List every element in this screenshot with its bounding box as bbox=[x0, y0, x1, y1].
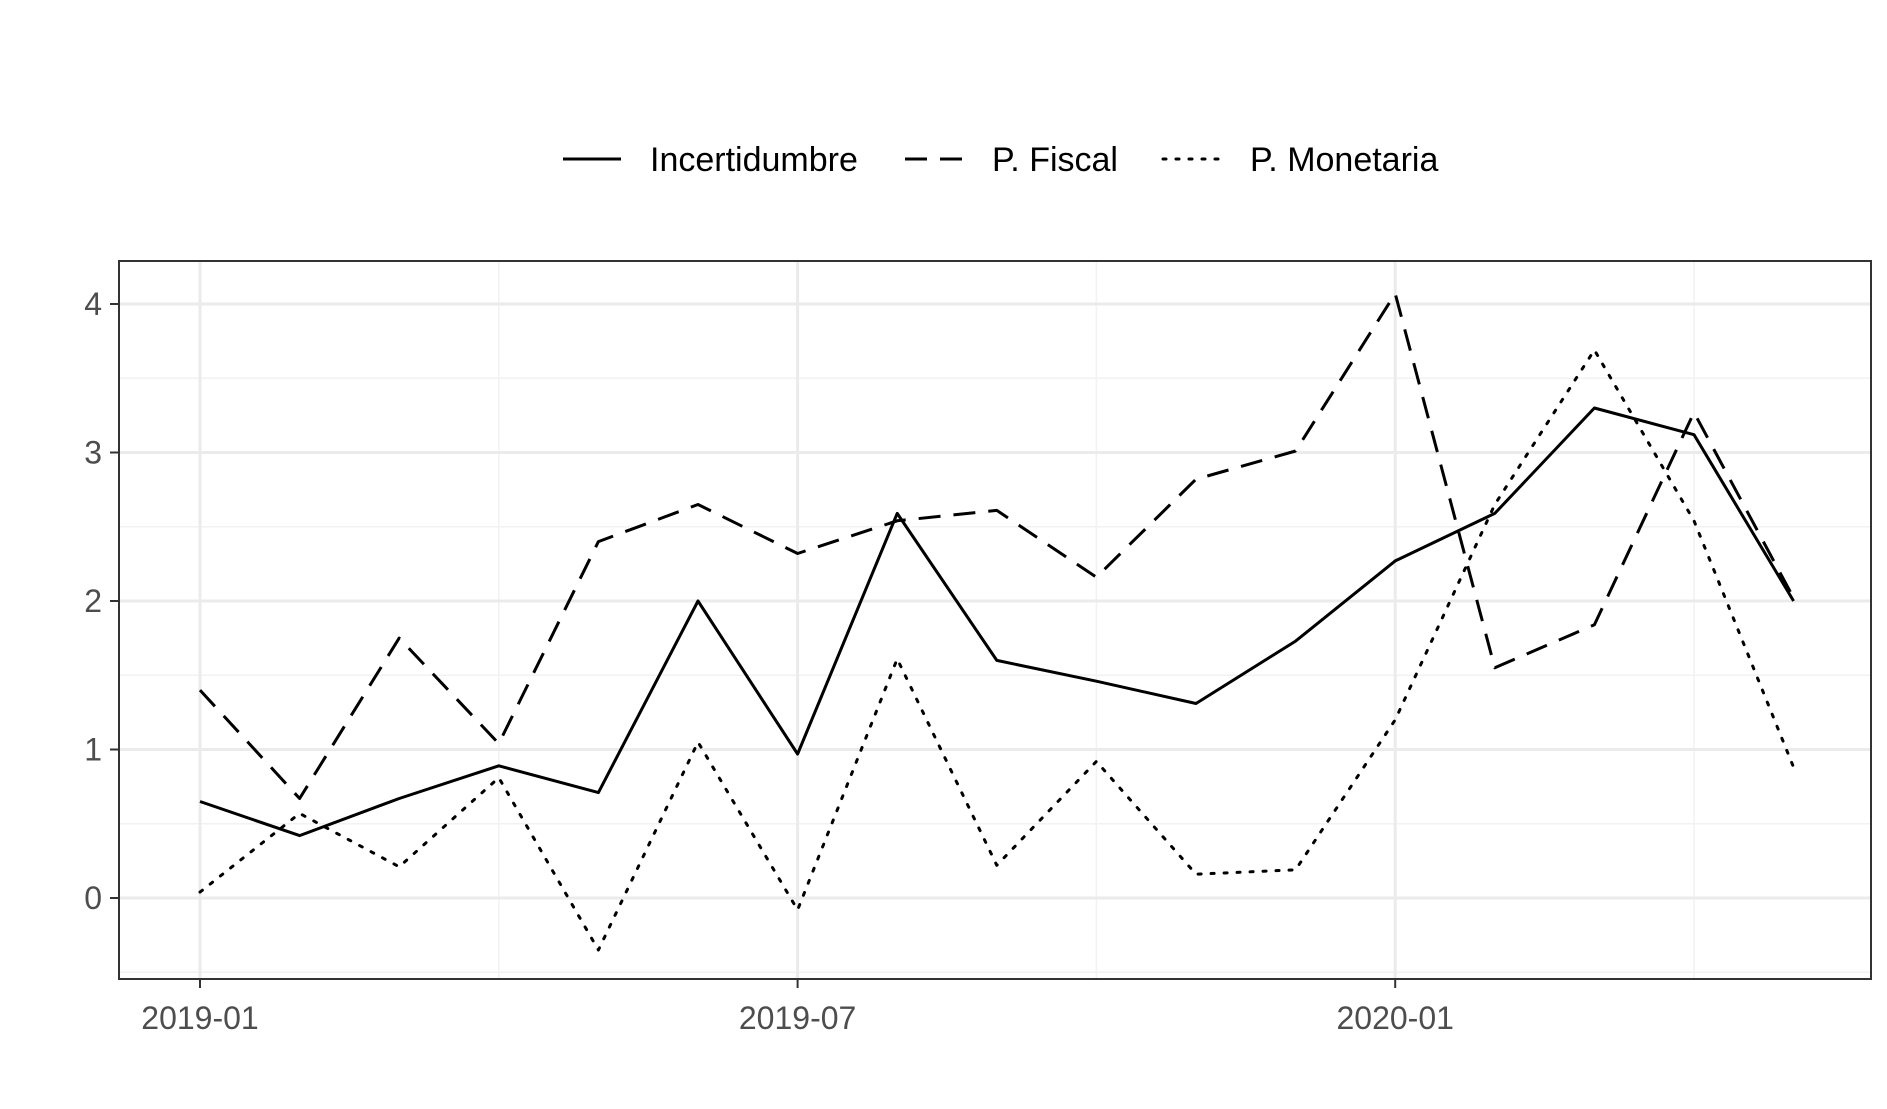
series-line-3 bbox=[198, 348, 1796, 952]
legend-label-3: P. Monetaria bbox=[1250, 141, 1438, 179]
y-tick-label: 4 bbox=[84, 286, 102, 322]
x-axis: 2019-01 2019-07 2020-01 bbox=[141, 979, 1454, 1036]
legend-label-2: P. Fiscal bbox=[992, 141, 1118, 179]
y-axis: 0 1 2 3 4 bbox=[84, 286, 119, 916]
y-tick-label: 3 bbox=[84, 435, 102, 471]
series-line-1 bbox=[199, 406, 1795, 838]
grid bbox=[119, 261, 1871, 979]
x-tick-label: 2019-01 bbox=[141, 1000, 258, 1036]
legend-label-1: Incertidumbre bbox=[650, 141, 858, 179]
plot-panel-border bbox=[118, 260, 1872, 980]
series-group bbox=[198, 292, 1796, 952]
legend: Incertidumbre P. Fiscal P. Monetaria bbox=[563, 141, 1438, 179]
y-tick-label: 1 bbox=[84, 732, 102, 768]
x-tick-label: 2020-01 bbox=[1336, 1000, 1453, 1036]
series-line-2 bbox=[198, 292, 1795, 800]
y-tick-label: 0 bbox=[84, 880, 102, 916]
x-tick-label: 2019-07 bbox=[739, 1000, 856, 1036]
y-tick-label: 2 bbox=[84, 583, 102, 619]
